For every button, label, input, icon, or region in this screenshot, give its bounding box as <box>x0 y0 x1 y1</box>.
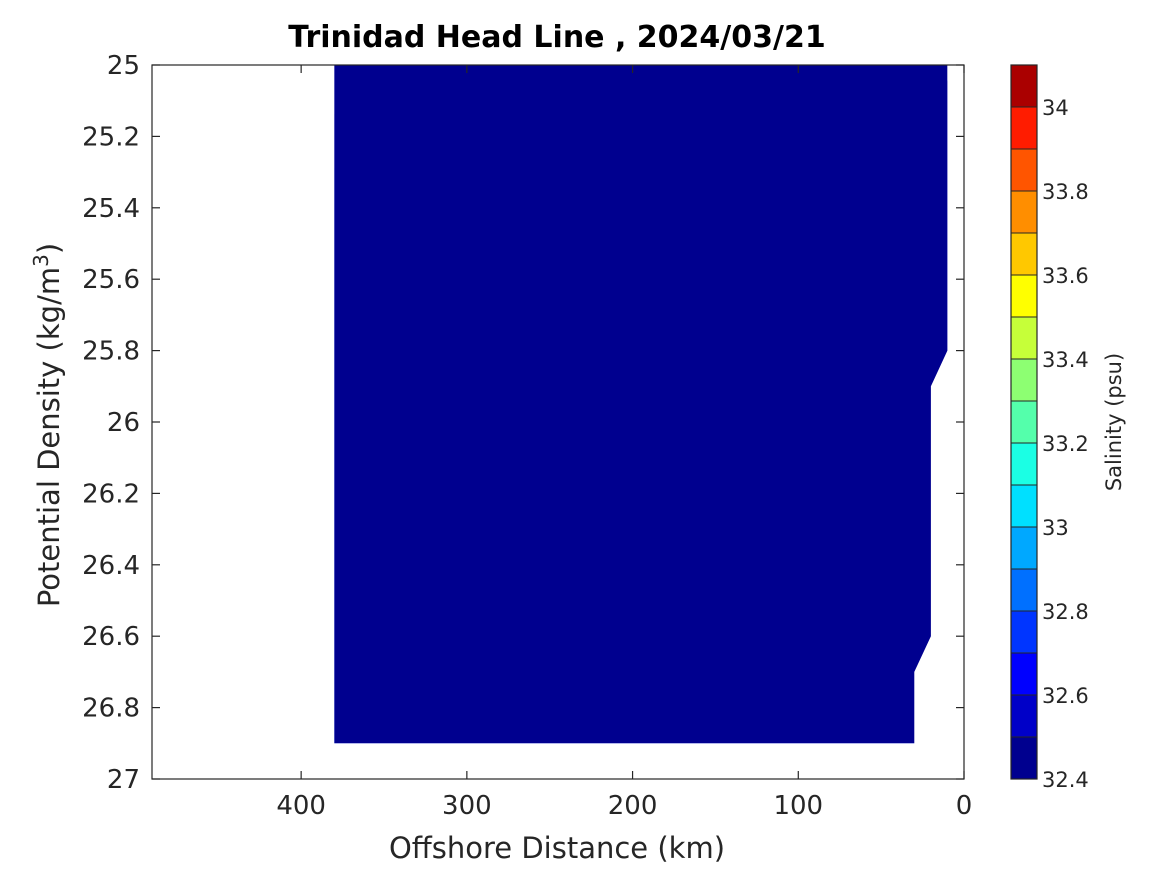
x-tick-label: 200 <box>608 791 658 821</box>
contour-band <box>334 65 948 744</box>
colorbar-tick-label: 33.6 <box>1042 264 1089 288</box>
colorbar-swatch <box>1011 527 1037 569</box>
colorbar-swatch <box>1011 275 1037 317</box>
y-tick-label: 25 <box>107 51 140 81</box>
colorbar-swatch <box>1011 695 1037 737</box>
colorbar-frame <box>1010 64 1038 780</box>
y-tick-label: 26.6 <box>82 622 140 652</box>
y-tick-label: 25.4 <box>82 194 140 224</box>
colorbar-swatch <box>1011 149 1037 191</box>
chart-title: Trinidad Head Line , 2024/03/21 <box>288 20 825 55</box>
colorbar-swatch <box>1011 107 1037 149</box>
x-axis: 400 300 200 100 0 <box>276 65 972 821</box>
y-tick-label: 25.8 <box>82 337 140 367</box>
x-axis-title: Offshore Distance (km) <box>389 831 725 865</box>
y-tick-label: 27 <box>107 765 140 795</box>
colorbar-swatch <box>1011 401 1037 443</box>
colorbar-swatch <box>1011 359 1037 401</box>
y-axis-title-superscript: 3 <box>29 254 53 267</box>
y-tick-label: 26.8 <box>82 694 140 724</box>
colorbar-swatch <box>1011 653 1037 695</box>
colorbar-swatch <box>1011 233 1037 275</box>
colorbar-tick-label: 33.8 <box>1042 180 1089 204</box>
y-axis-title-main: Potential Density (kg/m <box>32 267 66 607</box>
y-axis: 25 25.2 25.4 25.6 25.8 26 26.2 26.4 26.6 26.8 27 <box>82 51 964 795</box>
y-axis-title-close: ) <box>32 243 66 254</box>
y-tick-label: 26.4 <box>82 551 140 581</box>
colorbar-swatch <box>1011 485 1037 527</box>
colorbar-tick-label: 32.6 <box>1042 684 1089 708</box>
colorbar-swatch <box>1011 443 1037 485</box>
colorbar-tick-label: 33.4 <box>1042 348 1089 372</box>
y-tick-label: 25.6 <box>82 265 140 295</box>
contour-fill-group <box>152 65 964 779</box>
colorbar-title: Salinity (psu) <box>1102 353 1126 491</box>
y-axis-title: Potential Density (kg/m3) <box>29 243 66 607</box>
colorbar-swatch <box>1011 65 1037 107</box>
x-tick-label: 100 <box>773 791 823 821</box>
y-tick-label: 25.2 <box>82 122 140 152</box>
colorbar-swatch <box>1011 317 1037 359</box>
colorbar-swatch <box>1011 737 1037 779</box>
colorbar-swatch <box>1011 569 1037 611</box>
colorbar: 32.4 32.6 32.8 33 33.2 33.4 33.6 33.8 34 <box>1010 64 1089 792</box>
y-tick-label: 26.2 <box>82 479 140 509</box>
x-tick-label: 300 <box>442 791 492 821</box>
y-tick-label: 26 <box>107 408 140 438</box>
x-tick-label: 0 <box>956 791 973 821</box>
no-data-mask-right <box>914 65 964 779</box>
colorbar-swatch <box>1011 191 1037 233</box>
colorbar-tick-label: 32.8 <box>1042 600 1089 624</box>
x-tick-label: 400 <box>276 791 326 821</box>
colorbar-tick-label: 34 <box>1042 96 1069 120</box>
colorbar-tick-label: 33.2 <box>1042 432 1089 456</box>
colorbar-swatch <box>1011 611 1037 653</box>
no-data-mask-left <box>152 65 335 779</box>
colorbar-tick-label: 32.4 <box>1042 768 1089 792</box>
colorbar-tick-label: 33 <box>1042 516 1069 540</box>
